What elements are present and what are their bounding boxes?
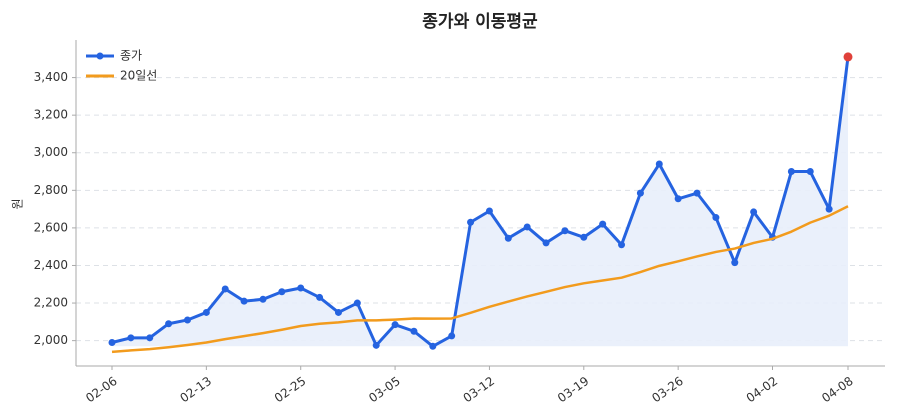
point: [353, 299, 361, 307]
x-tick-label: 03-26: [649, 374, 686, 405]
point: [429, 342, 437, 350]
y-tick-label: 2,800: [34, 183, 68, 197]
point: [183, 316, 191, 324]
point: [712, 214, 720, 222]
point: [731, 259, 739, 267]
x-tick-label: 03-05: [366, 374, 403, 405]
point: [297, 284, 305, 292]
y-tick-label: 2,200: [34, 296, 68, 310]
x-tick-label: 04-02: [744, 374, 781, 405]
point: [674, 195, 682, 203]
point: [240, 297, 248, 305]
x-tick-label: 03-19: [555, 374, 592, 405]
point: [146, 334, 154, 342]
point: [561, 227, 569, 235]
point: [693, 189, 701, 197]
x-tick-label: 02-25: [272, 374, 309, 405]
point: [259, 295, 267, 303]
point: [750, 208, 758, 216]
point: [787, 168, 795, 176]
chart-title: 종가와 이동평균: [422, 12, 538, 32]
y-tick-label: 3,400: [34, 70, 68, 84]
point: [108, 339, 116, 347]
line: [111, 56, 850, 348]
point: [580, 233, 588, 241]
y-tick-label: 2,400: [34, 258, 68, 272]
point: [485, 207, 493, 215]
point: [806, 168, 814, 176]
x-tick-label: 02-13: [177, 374, 214, 405]
x-tick-label: 02-06: [83, 374, 120, 405]
point: [618, 241, 626, 249]
point: [202, 308, 210, 316]
point: [542, 239, 550, 247]
point: [636, 189, 644, 197]
point: [278, 288, 286, 296]
point: [127, 334, 135, 342]
point: [165, 320, 173, 328]
legend-label: 20일선: [120, 69, 157, 83]
y-tick-label: 2,000: [34, 333, 68, 347]
x-tick-label: 03-12: [461, 374, 498, 405]
point: [504, 234, 512, 242]
point: [221, 285, 229, 293]
point: [467, 218, 475, 226]
y-tick-label: 2,600: [34, 220, 68, 234]
area-fill: [112, 56, 848, 347]
legend-label: 종가: [120, 49, 142, 63]
point: [843, 52, 853, 62]
line: [111, 205, 849, 354]
point: [316, 293, 324, 301]
y-tick-label: 3,000: [34, 145, 68, 159]
x-tick-label: 04-08: [819, 374, 856, 405]
point: [448, 332, 456, 340]
point: [391, 321, 399, 329]
point: [372, 341, 380, 349]
y-tick-label: 3,200: [34, 108, 68, 122]
point: [825, 205, 833, 213]
point: [334, 308, 342, 316]
point: [523, 223, 531, 231]
point: [410, 327, 418, 335]
y-axis-label: 원: [11, 198, 25, 209]
point: [599, 220, 607, 228]
legend-marker: [96, 52, 104, 60]
point: [655, 160, 663, 168]
